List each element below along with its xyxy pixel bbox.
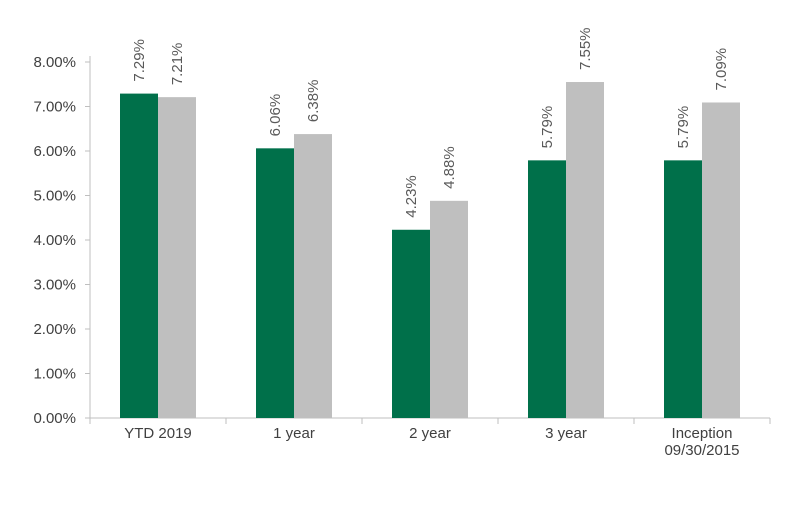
y-tick-label: 5.00% [33, 188, 76, 205]
y-axis: 0.00% 1.00% 2.00% 3.00% 4.00% 5.00% 6.00% 7.00%… [33, 54, 91, 427]
data-label: 5.79% [675, 106, 692, 149]
x-category-label: 2 year [409, 425, 451, 442]
y-tick-label: 1.00% [33, 366, 76, 383]
bar-series-2 [566, 82, 604, 419]
y-tick-label: 0.00% [33, 410, 76, 427]
bars [120, 82, 740, 419]
bar-series-1 [664, 160, 702, 418]
data-labels: 7.29% 7.21% 6.06% 6.38% 4.23% 4.88% 5.79% 7.55%… [131, 27, 730, 217]
bar-series-2 [294, 134, 332, 418]
data-label: 6.06% [267, 94, 284, 137]
y-tick-label: 6.00% [33, 143, 76, 160]
data-label: 7.55% [577, 27, 594, 70]
y-tick-label: 3.00% [33, 277, 76, 294]
data-label: 4.88% [441, 146, 458, 189]
bar-series-2 [702, 102, 740, 419]
y-tick-label: 4.00% [33, 232, 76, 249]
bar-series-1 [256, 148, 294, 418]
x-category-label: Inception 09/30/2015 [664, 425, 739, 459]
y-tick-label: 7.00% [33, 99, 76, 116]
bar-series-1 [120, 93, 158, 418]
bar-series-1 [392, 229, 430, 418]
data-label: 7.21% [169, 43, 186, 86]
x-category-label: 3 year [545, 425, 587, 442]
bar-series-2 [158, 97, 196, 418]
x-category-label: YTD 2019 [124, 425, 192, 442]
data-label: 7.09% [713, 48, 730, 91]
data-label: 7.29% [131, 39, 148, 82]
y-tick-label: 2.00% [33, 321, 76, 338]
bar-series-2 [430, 200, 468, 418]
x-category-label: 1 year [273, 425, 315, 442]
bar-series-1 [528, 160, 566, 418]
data-label: 5.79% [539, 106, 556, 149]
data-label: 6.38% [305, 80, 322, 123]
data-label: 4.23% [403, 175, 420, 218]
y-tick-label: 8.00% [33, 54, 76, 71]
x-axis: YTD 2019 1 year 2 year 3 year Inception 09/30… [89, 417, 771, 459]
